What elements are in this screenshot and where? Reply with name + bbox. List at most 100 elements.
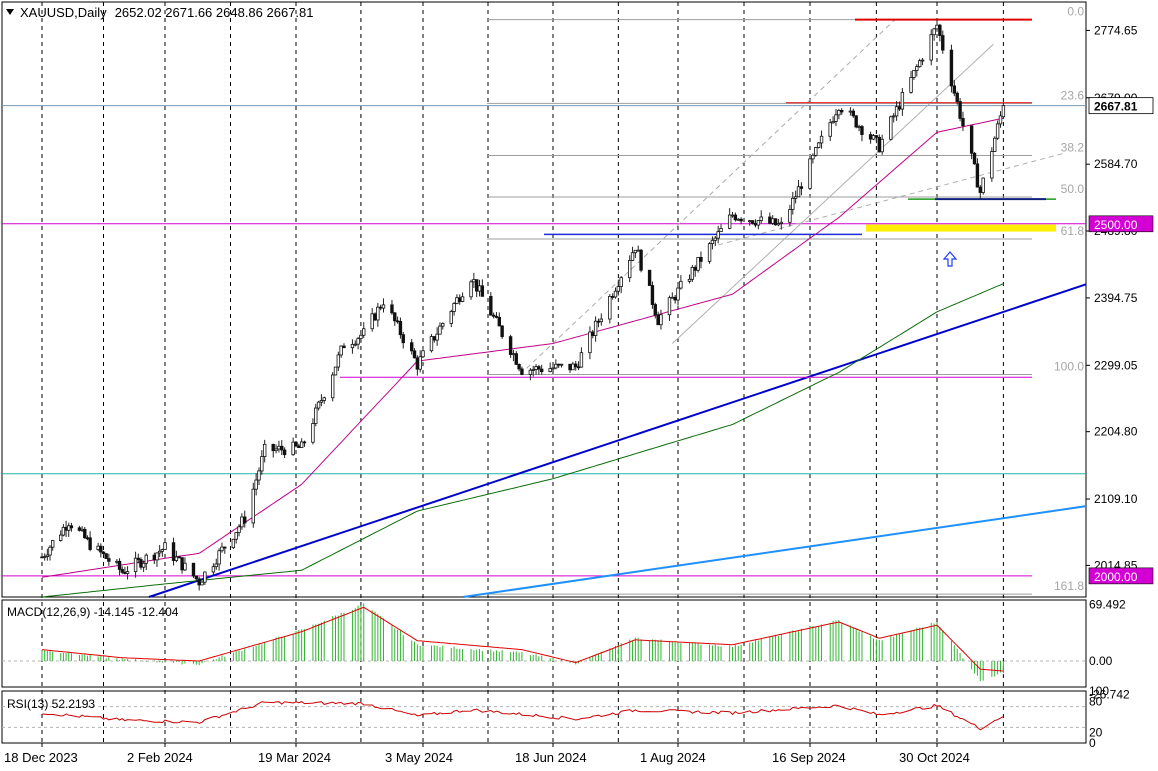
candle-body xyxy=(917,60,922,68)
candle-body xyxy=(441,323,445,327)
candle-body xyxy=(978,186,982,193)
candle-body xyxy=(180,557,184,571)
candle-body xyxy=(390,304,394,314)
candle-body xyxy=(257,470,261,481)
candle-body xyxy=(753,222,758,226)
candle-body xyxy=(796,186,801,198)
candle-body xyxy=(381,304,386,309)
candle-body xyxy=(935,24,939,30)
candle-body xyxy=(616,286,621,292)
candle-body xyxy=(40,556,44,559)
candle-body xyxy=(667,297,672,316)
candle-body xyxy=(539,368,544,373)
candle-body xyxy=(370,313,374,330)
candle-body xyxy=(432,336,437,341)
time-tick-label: 1 Aug 2024 xyxy=(640,750,706,765)
candle-body xyxy=(551,367,555,370)
candle-body xyxy=(591,331,595,336)
candle-body xyxy=(915,66,919,71)
candle-body xyxy=(271,443,275,452)
candle-body xyxy=(88,537,92,550)
candle-body xyxy=(811,154,815,160)
candle-body xyxy=(393,312,397,322)
candle-body xyxy=(231,538,236,549)
candle-body xyxy=(975,163,980,188)
candle-body xyxy=(429,336,434,352)
candle-body xyxy=(528,369,533,375)
candle-body xyxy=(828,122,832,137)
candle-body xyxy=(200,581,204,586)
candle-body xyxy=(531,369,535,371)
candle-body xyxy=(254,479,258,490)
candle-body xyxy=(294,441,298,447)
last-price-tag-bg xyxy=(1088,97,1154,115)
candle-body xyxy=(438,325,442,335)
candle-body xyxy=(217,550,221,565)
candle-body xyxy=(262,443,267,457)
candle-body xyxy=(69,525,74,529)
fib-level-label: 23.6 xyxy=(1061,88,1085,102)
candle-body xyxy=(559,363,564,366)
candle-body xyxy=(650,285,655,305)
candle-body xyxy=(537,366,541,370)
fib-level-label: 61.8 xyxy=(1061,224,1085,238)
candle-body xyxy=(61,526,66,536)
time-tick-label: 18 Jun 2024 xyxy=(515,750,587,765)
fib-level-label: 100.0 xyxy=(1054,359,1084,373)
panel-frames xyxy=(1,1,1087,744)
up-arrow-icon xyxy=(942,251,958,267)
candles xyxy=(40,19,1006,591)
candle-body xyxy=(554,363,558,369)
trendline-dark-blue xyxy=(148,283,1087,598)
time-axis: 18 Dec 2023 2 Feb 2024 19 Mar 2024 3 May 20… xyxy=(4,743,970,765)
candle-body xyxy=(639,249,643,271)
fibonacci-tool: 0.0 23.6 38.2 50.0 61.8 100.0 161.8 xyxy=(487,5,1084,595)
candle-body xyxy=(214,563,218,568)
candle-body xyxy=(894,106,899,117)
candle-body xyxy=(398,321,403,336)
candle-body xyxy=(793,196,798,199)
time-tick-label: 18 Dec 2023 xyxy=(4,750,78,765)
candle-body xyxy=(768,216,772,224)
vertical-grid xyxy=(41,2,1004,743)
candle-body xyxy=(750,220,755,224)
candle-body xyxy=(548,368,552,373)
candle-body xyxy=(733,214,738,221)
candle-body xyxy=(163,542,167,550)
candle-body xyxy=(739,218,743,222)
candle-body xyxy=(489,295,493,316)
candle-body xyxy=(77,527,82,531)
candle-body xyxy=(556,363,561,366)
candle-body xyxy=(342,345,346,349)
candle-body xyxy=(237,526,241,533)
time-tick-label: 2 Feb 2024 xyxy=(127,750,193,765)
candle-body xyxy=(511,353,516,356)
candle-body xyxy=(837,110,841,116)
candle-body xyxy=(240,516,244,528)
candle-body xyxy=(497,316,502,327)
candle-body xyxy=(647,269,652,286)
time-tick-label: 3 May 2024 xyxy=(385,750,453,765)
candle-body xyxy=(42,556,47,558)
candle-body xyxy=(713,237,718,241)
candle-body xyxy=(520,368,524,375)
candle-body xyxy=(889,116,893,140)
candle-body xyxy=(871,135,876,140)
candle-body xyxy=(378,306,383,309)
candle-body xyxy=(636,249,640,252)
candle-body xyxy=(696,256,700,271)
trendline-light-blue xyxy=(462,505,1087,598)
candle-body xyxy=(500,325,504,338)
candle-body xyxy=(136,557,140,560)
level-tag-2000-bg xyxy=(1088,567,1154,585)
candle-body xyxy=(949,49,954,87)
candle-body xyxy=(203,571,207,583)
candle-body xyxy=(779,221,784,224)
macd-tick-label: 0.00 xyxy=(1089,654,1113,668)
candle-body xyxy=(736,218,740,221)
candle-body xyxy=(860,126,864,135)
macd-tick-label: 69.492 xyxy=(1089,597,1126,611)
rsi-line xyxy=(42,701,1004,731)
candle-body xyxy=(716,231,720,239)
candle-body xyxy=(120,569,124,573)
